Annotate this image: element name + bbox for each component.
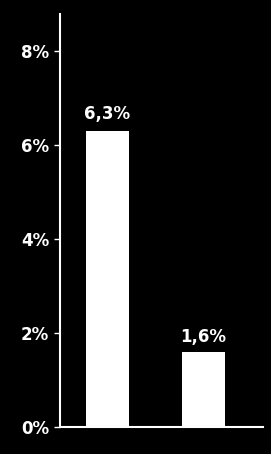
Bar xyxy=(86,131,129,427)
Text: 6,3%: 6,3% xyxy=(84,104,131,123)
Text: 1,6%: 1,6% xyxy=(180,328,226,346)
Bar xyxy=(182,352,225,427)
